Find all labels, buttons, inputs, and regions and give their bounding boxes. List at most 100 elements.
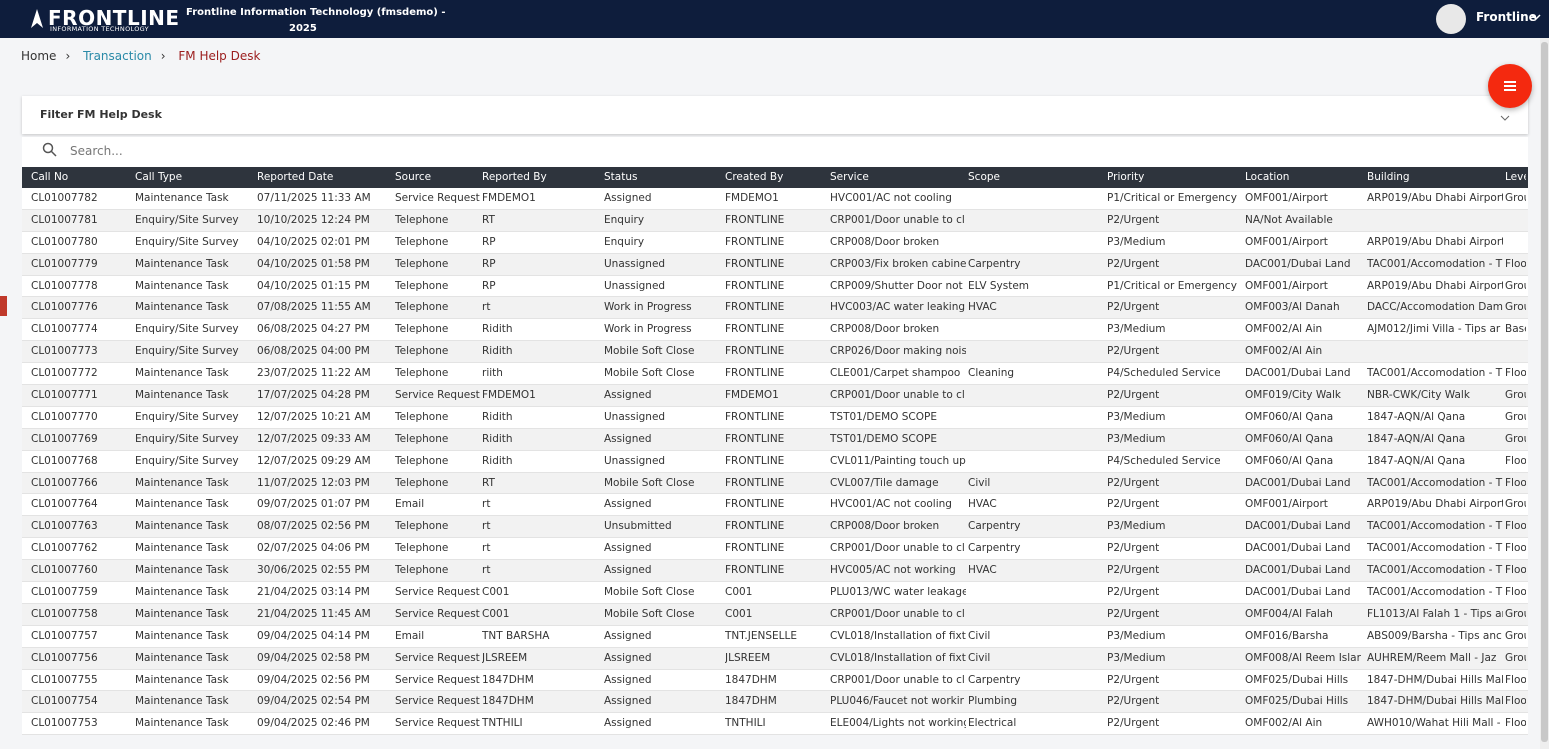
table-cell: P1/Critical or Emergency	[1107, 279, 1237, 292]
table-cell: RT	[482, 213, 495, 226]
table-cell: CL01007766	[31, 476, 98, 489]
table-row[interactable]: CL01007773 Enquiry/Site Survey 06/08/2025 …	[22, 341, 1528, 364]
table-row[interactable]: CL01007776 Maintenance Task 07/08/2025 11:…	[22, 297, 1528, 320]
table-row[interactable]: CL01007774 Enquiry/Site Survey 06/08/2025 …	[22, 319, 1528, 342]
table-cell: Assigned	[604, 389, 652, 402]
table-cell: 06/08/2025 04:27 PM	[257, 323, 370, 336]
table-cell: CL01007762	[31, 542, 98, 555]
dropdown-icon[interactable]	[1531, 13, 1541, 21]
table-cell: PLU013/WC water leakage	[830, 586, 966, 599]
table-row[interactable]: CL01007753 Maintenance Task 09/04/2025 02:…	[22, 713, 1528, 736]
table-cell: Service Request	[395, 651, 480, 664]
avatar[interactable]	[1436, 4, 1466, 34]
table-row[interactable]: CL01007766 Maintenance Task 11/07/2025 12:…	[22, 472, 1528, 495]
search-box[interactable]: Search...	[22, 137, 1528, 167]
table-cell: FRONTLINE	[725, 542, 785, 555]
table-cell: Ridith	[482, 323, 513, 336]
table-cell: CL01007781	[31, 213, 98, 226]
table-row[interactable]: CL01007760 Maintenance Task 30/06/2025 02:…	[22, 560, 1528, 583]
table-row[interactable]: CL01007757 Maintenance Task 09/04/2025 04:…	[22, 626, 1528, 648]
table-cell: Assigned	[604, 192, 652, 204]
table-row[interactable]: CL01007758 Maintenance Task 21/04/2025 11:…	[22, 603, 1528, 626]
table-row[interactable]: CL01007762 Maintenance Task 02/07/2025 04:…	[22, 538, 1528, 561]
table-cell: OMF003/Al Danah	[1245, 301, 1340, 314]
table-cell: NBR-CWK/City Walk	[1367, 389, 1470, 402]
table-cell: Ridith	[482, 432, 513, 445]
table-cell: Electrical	[968, 717, 1017, 730]
table-row[interactable]: CL01007763 Maintenance Task 08/07/2025 02:…	[22, 516, 1528, 539]
table-cell: Carpentry	[968, 542, 1021, 555]
table-row[interactable]: CL01007756 Maintenance Task 09/04/2025 02:…	[22, 647, 1528, 670]
table-cell: Maintenance Task	[135, 279, 229, 292]
table-cell: CRP001/Door unable to cl	[830, 213, 965, 226]
table-row[interactable]: CL01007768 Enquiry/Site Survey 12/07/2025 …	[22, 451, 1528, 473]
menu-icon	[1504, 81, 1516, 91]
breadcrumb-item[interactable]: Home	[21, 49, 57, 63]
table-cell: CL01007764	[31, 498, 98, 511]
table-cell: TAC001/Accomodation - T	[1367, 564, 1503, 577]
table-row[interactable]: CL01007778 Maintenance Task 04/10/2025 01:…	[22, 276, 1528, 298]
app-title: 2025	[289, 23, 317, 34]
table-cell: Assigned	[604, 498, 652, 511]
table-row[interactable]: CL01007764 Maintenance Task 09/07/2025 01:…	[22, 494, 1528, 517]
table-cell: Maintenance Task	[135, 257, 229, 270]
table-cell: Floo	[1505, 476, 1526, 489]
table-cell: Maintenance Task	[135, 695, 229, 708]
table-cell: 11/07/2025 12:03 PM	[257, 476, 370, 489]
table-row[interactable]: CL01007754 Maintenance Task 09/04/2025 02:…	[22, 691, 1528, 714]
table-row[interactable]: CL01007770 Enquiry/Site Survey 12/07/2025 …	[22, 407, 1528, 429]
table-cell: CRP001/Door unable to cl	[830, 673, 965, 686]
table-cell: P2/Urgent	[1107, 301, 1160, 314]
table-row[interactable]: CL01007772 Maintenance Task 23/07/2025 11:…	[22, 363, 1528, 386]
table-cell: Enquiry/Site Survey	[135, 213, 239, 226]
table-cell: P3/Medium	[1107, 410, 1166, 423]
table-cell: Base	[1505, 323, 1526, 336]
app-title: Frontline Information Technology (fmsdem…	[186, 7, 446, 18]
table-cell: FMDEMO1	[482, 389, 536, 402]
table-cell: 1847-AQN/Al Qana	[1367, 432, 1466, 445]
table-cell: C001	[725, 607, 753, 620]
table-cell: DAC001/Dubai Land	[1245, 520, 1351, 533]
table-cell: 09/07/2025 01:07 PM	[257, 498, 370, 511]
table-row[interactable]: CL01007771 Maintenance Task 17/07/2025 04:…	[22, 385, 1528, 407]
table-cell: Enquiry/Site Survey	[135, 454, 239, 467]
table-cell: Cleaning	[968, 367, 1015, 380]
table-row[interactable]: CL01007779 Maintenance Task 04/10/2025 01:…	[22, 253, 1528, 276]
table-cell: 1847DHM	[482, 695, 534, 708]
table-row[interactable]: CL01007755 Maintenance Task 09/04/2025 02:…	[22, 670, 1528, 692]
menu-button[interactable]	[1488, 64, 1532, 108]
table-cell: Grou	[1505, 498, 1526, 511]
table-row[interactable]: CL01007759 Maintenance Task 21/04/2025 03:…	[22, 582, 1528, 604]
table-cell: FRONTLINE	[725, 454, 785, 467]
table-cell: Telephone	[395, 367, 449, 380]
table-cell: P4/Scheduled Service	[1107, 367, 1221, 380]
table-row[interactable]: CL01007782 Maintenance Task 07/11/2025 11:…	[22, 188, 1528, 210]
table-row[interactable]: CL01007781 Enquiry/Site Survey 10/10/2025 …	[22, 209, 1528, 232]
filter-panel[interactable]: Filter FM Help Desk	[22, 96, 1528, 134]
scrollbar-thumb[interactable]	[1541, 42, 1548, 742]
table-cell: Service Request	[395, 192, 480, 204]
table-row[interactable]: CL01007769 Enquiry/Site Survey 12/07/2025 …	[22, 428, 1528, 451]
table-cell: CL01007770	[31, 410, 98, 423]
table-cell: Unassigned	[604, 454, 666, 467]
expand-icon[interactable]	[1500, 114, 1510, 122]
table-cell: Assigned	[604, 717, 652, 730]
table-cell: Telephone	[395, 542, 449, 555]
table-cell: Maintenance Task	[135, 301, 229, 314]
table-header: Call No Call Type Reported Date Source Repor…	[22, 167, 1528, 188]
table-cell: FRONTLINE	[725, 345, 785, 358]
table-cell: 12/07/2025 09:33 AM	[257, 432, 371, 445]
table-cell: FRONTLINE	[725, 476, 785, 489]
table-cell: Assigned	[604, 629, 652, 642]
table-cell: P2/Urgent	[1107, 498, 1160, 511]
table-cell: P2/Urgent	[1107, 257, 1160, 270]
breadcrumb-item[interactable]: Transaction	[83, 49, 152, 63]
table-cell: 09/04/2025 02:58 PM	[257, 651, 370, 664]
table-cell: CRP008/Door broken	[830, 235, 940, 248]
table-cell: Service Request	[395, 389, 480, 402]
table-cell: AJM012/Jimi Villa - Tips ar	[1367, 323, 1501, 336]
user-menu[interactable]: Frontline	[1476, 10, 1537, 24]
table-cell: Grou	[1505, 651, 1526, 664]
table-cell: ELE004/Lights not working	[830, 717, 966, 730]
table-row[interactable]: CL01007780 Enquiry/Site Survey 04/10/2025 …	[22, 232, 1528, 254]
